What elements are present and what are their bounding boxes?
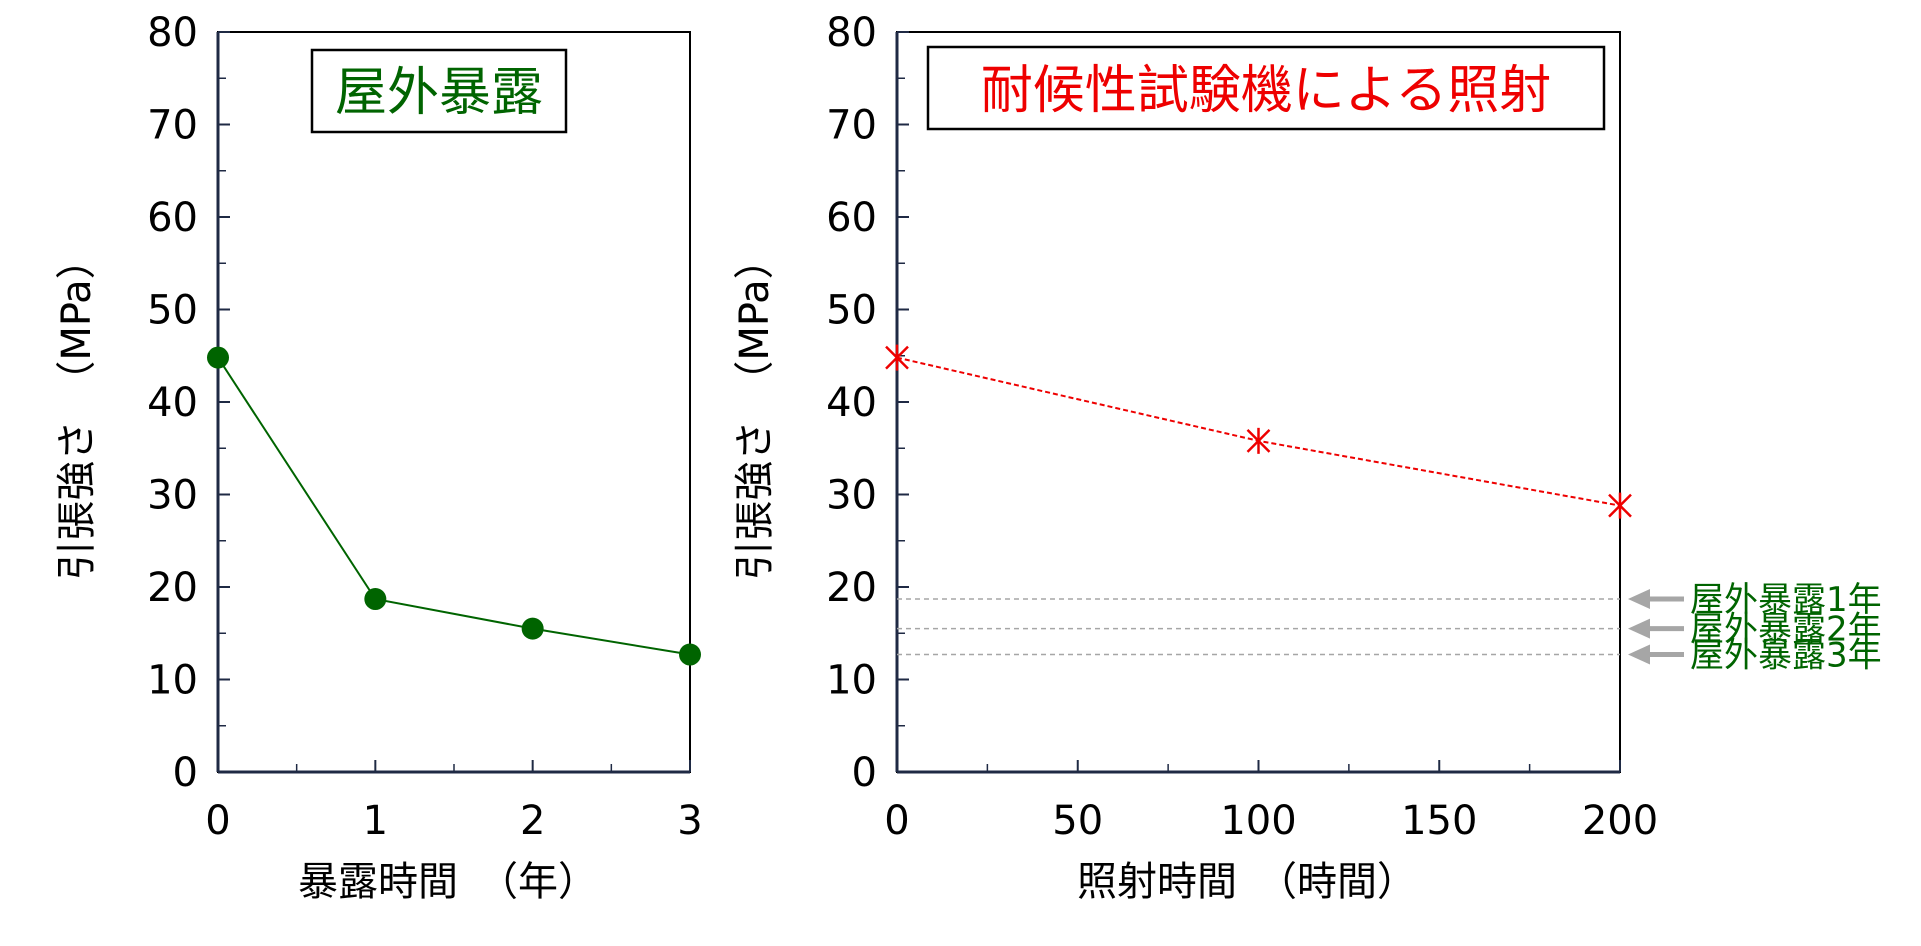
right-y-axis-title: 引張強さ （MPa） [732, 239, 778, 580]
reference-arrow-head [1628, 589, 1650, 610]
left-y-tick-label: 40 [147, 380, 198, 426]
data-point [1246, 427, 1271, 454]
right-y-tick-label: 50 [826, 288, 877, 334]
data-point [207, 346, 229, 369]
right-chart-title: 耐候性試験機による照射 [981, 61, 1551, 121]
right-tick-labels: 0 10 20 30 40 50 60 70 80 0 50 100 150 200 [826, 10, 1658, 844]
left-y-tick-label: 70 [147, 103, 198, 149]
left-plot-frame [217, 31, 691, 773]
reference-label: 屋外暴露3年 [1690, 636, 1882, 676]
right-x-axis-title: 照射時間 （時間） [1077, 859, 1417, 905]
right-x-tick-label: 0 [884, 798, 909, 844]
left-x-tick-label: 3 [677, 798, 702, 844]
outdoor-exposure-chart: 0 10 20 30 40 50 60 70 80 0 1 2 3 屋外暴露 暴露時間 （年） 引張強さ… [54, 10, 703, 905]
data-point [364, 588, 387, 611]
right-series [885, 344, 1632, 519]
left-tick-labels: 0 10 20 30 40 50 60 70 80 0 1 2 3 [147, 10, 703, 844]
right-x-tick-label: 200 [1582, 798, 1658, 844]
left-chart-title: 屋外暴露 [335, 63, 543, 123]
data-point [679, 643, 701, 666]
right-y-tick-label: 0 [852, 750, 877, 796]
data-point [1608, 492, 1632, 519]
left-x-tick-label: 1 [363, 798, 388, 844]
left-ticks [217, 31, 691, 773]
left-series [207, 346, 701, 666]
data-point [521, 617, 544, 640]
reference-label: 屋外暴露1年 [1690, 580, 1882, 620]
right-y-tick-label: 60 [826, 195, 877, 241]
reference-lines [897, 598, 1620, 656]
series-line [217, 357, 691, 656]
right-ticks [896, 31, 1621, 773]
left-y-tick-label: 80 [147, 10, 198, 56]
left-x-tick-label: 0 [205, 798, 230, 844]
weathering-test-chart: 0 10 20 30 40 50 60 70 80 0 50 100 150 200 屋外暴露1年屋外暴露… [732, 10, 1882, 905]
right-x-tick-label: 100 [1220, 798, 1296, 844]
reference-label: 屋外暴露2年 [1690, 610, 1882, 650]
left-x-axis-title: 暴露時間 （年） [298, 859, 598, 905]
left-y-tick-label: 60 [147, 195, 198, 241]
left-x-tick-label: 2 [520, 798, 545, 844]
left-y-tick-label: 0 [173, 750, 198, 796]
data-point [885, 344, 909, 371]
left-y-tick-label: 20 [147, 565, 198, 611]
reference-arrow-head [1628, 644, 1650, 665]
left-y-tick-label: 50 [147, 288, 198, 334]
right-title-box [926, 45, 1606, 131]
left-y-tick-label: 10 [147, 658, 198, 704]
left-y-tick-label: 30 [147, 473, 198, 519]
right-y-tick-label: 70 [826, 103, 877, 149]
right-y-tick-label: 20 [826, 565, 877, 611]
right-y-tick-label: 80 [826, 10, 877, 56]
reference-arrow-head [1628, 618, 1650, 639]
right-x-tick-label: 150 [1401, 798, 1477, 844]
right-y-tick-label: 30 [826, 473, 877, 519]
right-y-tick-label: 10 [826, 658, 877, 704]
left-y-axis-title: 引張強さ （MPa） [54, 239, 100, 580]
left-title-box [310, 48, 568, 134]
right-y-tick-label: 40 [826, 380, 877, 426]
right-plot-frame [896, 31, 1621, 773]
right-x-tick-label: 50 [1052, 798, 1103, 844]
